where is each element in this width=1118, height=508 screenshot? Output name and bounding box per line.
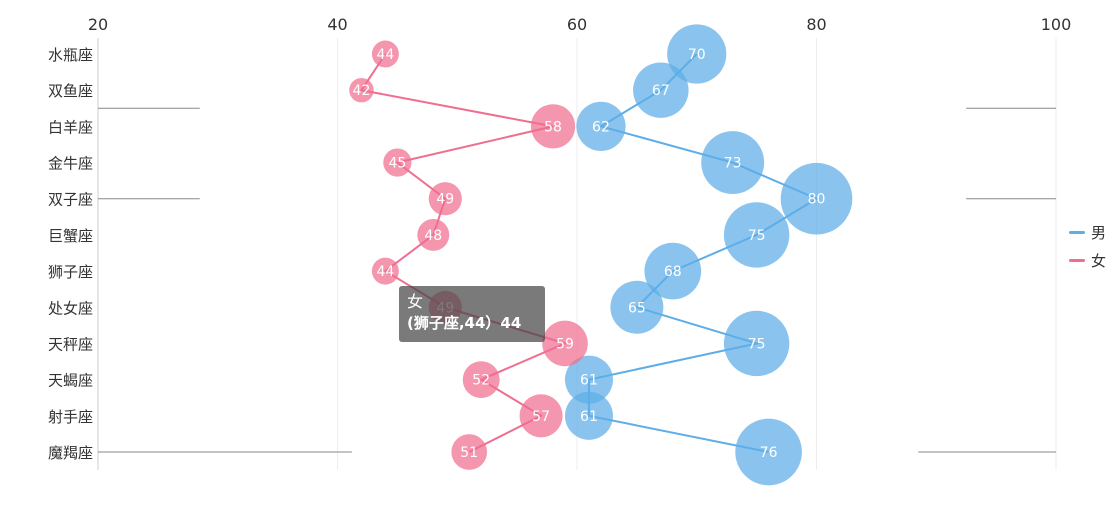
legend-label-male: 男 <box>1090 223 1106 242</box>
bubble[interactable] <box>371 40 399 68</box>
tooltip-value: (狮子座,44）44 <box>407 314 522 332</box>
bubble[interactable] <box>383 148 412 177</box>
category-label: 水瓶座 <box>48 46 93 64</box>
bubble-label: 62 <box>592 119 610 135</box>
bubble-label: 42 <box>353 83 371 99</box>
x-tick-label: 80 <box>806 15 826 34</box>
category-label: 天秤座 <box>48 335 93 353</box>
bubble-label: 57 <box>532 409 550 425</box>
tooltip-series: 女 <box>407 292 424 311</box>
bubble-label: 51 <box>460 445 478 461</box>
bubble[interactable] <box>576 101 626 152</box>
category-label: 处女座 <box>48 299 93 317</box>
bubble-label: 67 <box>652 83 670 99</box>
bubble-label: 70 <box>688 47 706 63</box>
bubble-label: 65 <box>628 300 646 316</box>
category-label: 金牛座 <box>48 155 93 173</box>
bubble-label: 45 <box>388 156 406 172</box>
bubble[interactable] <box>633 62 689 118</box>
category-label: 巨蟹座 <box>48 227 93 245</box>
bubble[interactable] <box>610 280 664 334</box>
legend-swatch-male <box>1068 230 1085 234</box>
bubble[interactable] <box>542 320 588 367</box>
bracket-lines <box>98 107 1056 453</box>
bubble[interactable] <box>462 361 500 399</box>
legend-item-female[interactable]: 女 <box>1068 246 1106 274</box>
bubble-label: 48 <box>424 228 442 244</box>
bubble-label: 73 <box>724 156 742 172</box>
x-tick-label: 100 <box>1041 15 1072 34</box>
bubble[interactable] <box>723 310 790 377</box>
bubble[interactable] <box>417 218 450 251</box>
bubble-label: 61 <box>580 409 598 425</box>
bubble-label: 44 <box>376 264 394 280</box>
x-axis: 20 40 60 80 100 <box>88 15 1071 34</box>
bubble-label: 61 <box>580 373 598 389</box>
legend-item-male[interactable]: 男 <box>1068 218 1106 246</box>
bubble[interactable] <box>780 162 853 235</box>
bubble[interactable] <box>530 104 576 149</box>
bubble-label: 49 <box>436 192 454 208</box>
x-tick-label: 60 <box>567 15 587 34</box>
legend: 男 女 <box>1068 218 1106 274</box>
bubble-label: 58 <box>544 119 562 135</box>
bubble-label: 75 <box>748 228 766 244</box>
bubble[interactable] <box>428 182 462 216</box>
bubble[interactable] <box>349 77 374 103</box>
bubble[interactable] <box>723 202 790 268</box>
bubble-label: 75 <box>748 336 766 352</box>
legend-swatch-female <box>1068 258 1085 262</box>
category-label: 射手座 <box>48 408 93 426</box>
category-label: 天蝎座 <box>48 372 93 390</box>
x-tick-label: 20 <box>88 15 108 34</box>
tooltip: 女 (狮子座,44）44 <box>399 286 545 342</box>
category-label: 白羊座 <box>48 118 93 136</box>
bubble[interactable] <box>451 434 488 470</box>
x-tick-label: 40 <box>327 15 347 34</box>
bubble-label: 44 <box>376 47 394 63</box>
bubble-label: 52 <box>472 373 490 389</box>
bubble[interactable] <box>667 24 727 84</box>
bubble[interactable] <box>564 355 613 404</box>
bubble[interactable] <box>371 257 399 285</box>
bubble-label: 76 <box>760 445 778 461</box>
legend-label-female: 女 <box>1090 251 1106 270</box>
category-label: 魔羯座 <box>48 444 93 462</box>
category-label: 狮子座 <box>48 263 93 281</box>
category-label: 双鱼座 <box>48 82 93 100</box>
bubble[interactable] <box>644 242 702 300</box>
bubble[interactable] <box>564 391 613 440</box>
bubbles[interactable]: 7067627380756865756161764442584549484449… <box>349 24 853 486</box>
bubble-label: 80 <box>808 192 826 208</box>
category-label: 双子座 <box>48 191 93 209</box>
bubble[interactable] <box>519 394 563 438</box>
bubble-label: 68 <box>664 264 682 280</box>
bubble[interactable] <box>735 418 802 486</box>
bubble[interactable] <box>701 131 765 195</box>
bubble-label: 59 <box>556 336 574 352</box>
grid-lines <box>97 38 1057 470</box>
series-line-female <box>359 53 568 453</box>
